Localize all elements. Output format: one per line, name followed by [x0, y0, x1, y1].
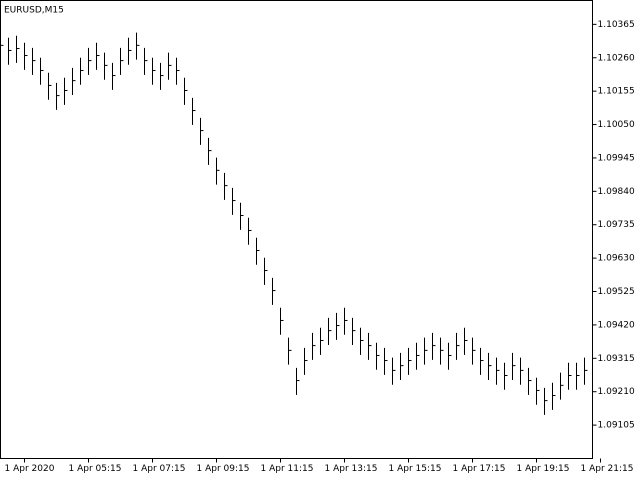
y-tick-label: 1.10050: [598, 120, 635, 130]
x-tick-label: 1 Apr 2020: [5, 464, 55, 474]
x-tick-label: 1 Apr 21:15: [581, 464, 634, 474]
y-tick-label: 1.10260: [598, 53, 635, 63]
chart-title: EURUSD,M15: [4, 6, 64, 16]
y-tick-label: 1.09315: [598, 354, 635, 364]
x-tick-label: 1 Apr 19:15: [517, 464, 570, 474]
x-tick-label: 1 Apr 05:15: [69, 464, 122, 474]
x-tick-label: 1 Apr 07:15: [133, 464, 186, 474]
y-tick-label: 1.09420: [598, 320, 635, 330]
y-tick-label: 1.10155: [598, 87, 635, 97]
y-tick-label: 1.09630: [598, 254, 635, 264]
x-tick-label: 1 Apr 17:15: [453, 464, 506, 474]
y-tick-label: 1.09525: [598, 287, 635, 297]
y-tick-label: 1.09735: [598, 220, 635, 230]
y-tick-label: 1.09210: [598, 387, 635, 397]
x-tick-label: 1 Apr 09:15: [197, 464, 250, 474]
y-tick-label: 1.10365: [598, 20, 635, 30]
y-tick-label: 1.09840: [598, 187, 635, 197]
x-tick-label: 1 Apr 13:15: [325, 464, 378, 474]
y-tick-label: 1.09945: [598, 153, 635, 163]
x-tick-label: 1 Apr 15:15: [389, 464, 442, 474]
x-tick-label: 1 Apr 11:15: [261, 464, 314, 474]
y-tick-label: 1.09105: [598, 421, 635, 431]
